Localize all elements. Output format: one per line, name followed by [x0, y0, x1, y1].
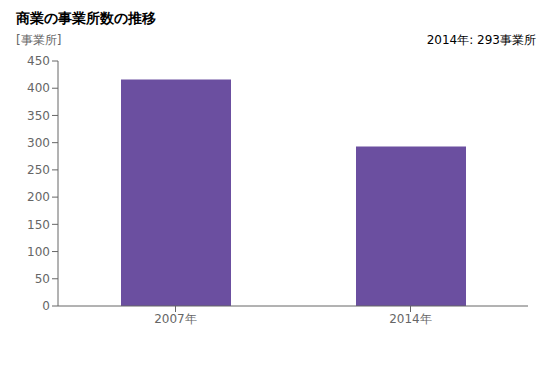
svg-text:400: 400 — [27, 81, 50, 95]
svg-text:100: 100 — [27, 245, 50, 259]
svg-text:250: 250 — [27, 163, 50, 177]
svg-text:2014年: 2014年 — [389, 312, 432, 326]
svg-text:200: 200 — [27, 190, 50, 204]
html-text:2014年: 293事業所: 2014年: 293事業所 — [426, 33, 536, 47]
svg-text:350: 350 — [27, 109, 50, 123]
svg-text:150: 150 — [27, 218, 50, 232]
svg-text:450: 450 — [27, 54, 50, 68]
html-text:商業の事業所数の推移: 商業の事業所数の推移 — [16, 10, 156, 26]
svg-text:300: 300 — [27, 136, 50, 150]
svg-text:50: 50 — [35, 272, 50, 286]
html-text:[事業所]: [事業所] — [16, 33, 62, 47]
svg-text:2007年: 2007年 — [154, 312, 197, 326]
svg-text:0: 0 — [42, 299, 50, 313]
